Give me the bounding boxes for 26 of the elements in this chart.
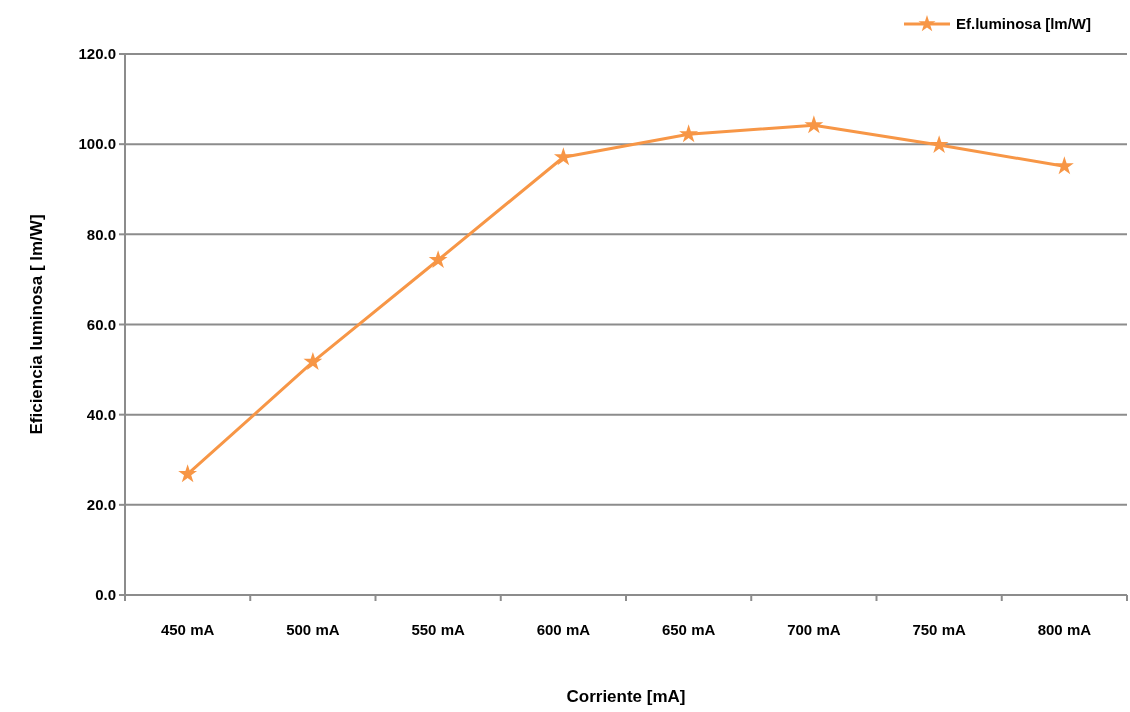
point [679, 124, 699, 143]
legend-label: Ef.luminosa [lm/W] [956, 15, 1091, 33]
x-tick-label: 650 mA [661, 621, 716, 638]
y-tick-label: 100.0 [78, 135, 116, 153]
y-tick-label: 120.0 [78, 45, 116, 63]
point [1054, 156, 1074, 175]
y-tick-label: 20.0 [86, 496, 116, 514]
x-tick-label: 550 mA [411, 621, 465, 638]
y-tick-label: 80.0 [86, 225, 116, 243]
point [929, 135, 949, 154]
point [178, 464, 198, 483]
y-axis-title: Eficiencia luminosa [ lm/W] [27, 214, 46, 435]
x-tick-label: 800 mA [1037, 621, 1092, 638]
y-tick-label: 0.0 [95, 586, 116, 604]
x-axis-title: Corriente [mA] [566, 687, 686, 706]
point [428, 250, 448, 269]
point [804, 115, 824, 134]
x-tick-label: 600 mA [536, 621, 591, 638]
point [303, 352, 323, 370]
x-tick-label: 500 mA [286, 621, 340, 638]
y-tick-label: 40.0 [86, 405, 116, 423]
x-tick-label: 750 mA [912, 621, 966, 638]
point [553, 147, 573, 166]
y-tick-label: 60.0 [86, 315, 116, 333]
x-tick-label: 700 mA [787, 621, 841, 638]
x-tick-label: 450 mA [160, 621, 215, 638]
